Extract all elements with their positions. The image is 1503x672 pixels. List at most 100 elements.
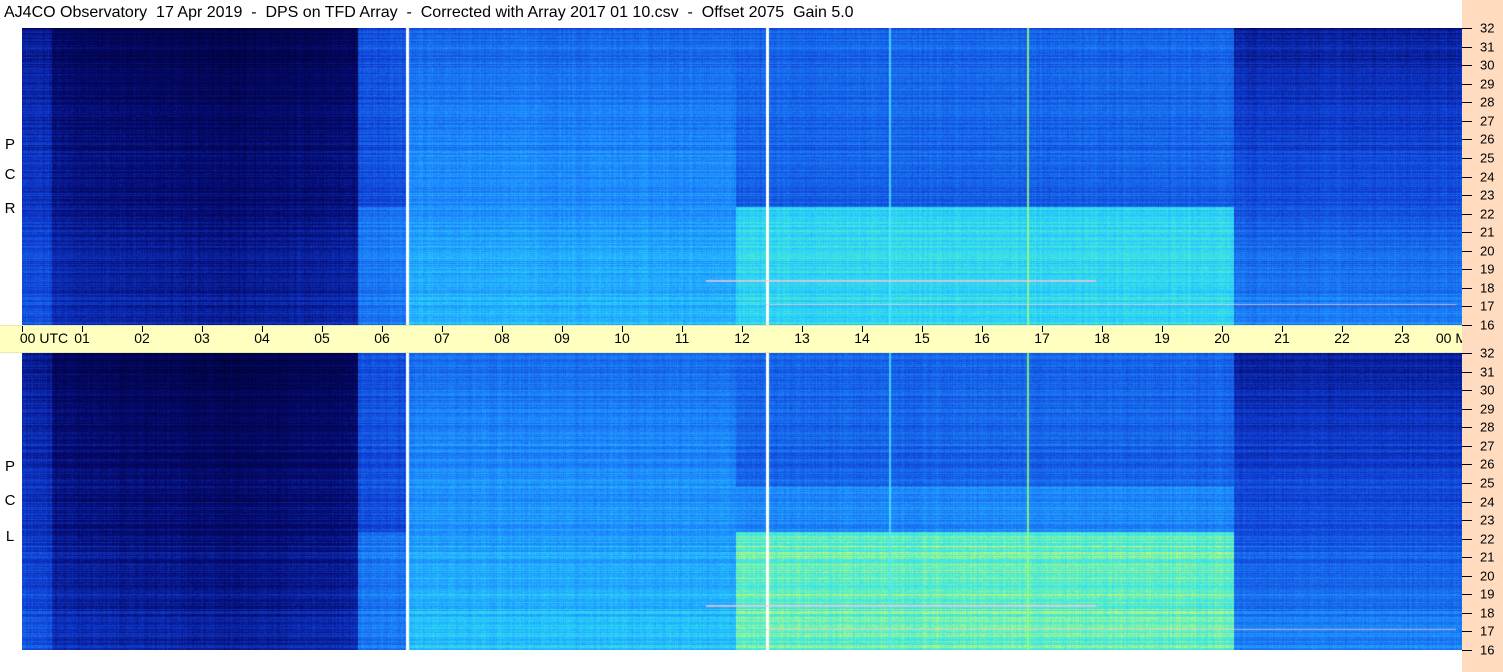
lcp-letter-l: L [5,528,15,545]
freq-tick-label: 28 [1480,94,1495,110]
rcp-letter-c: C [4,166,16,183]
freq-tick-label: 32 [1480,345,1495,361]
time-tick-label: 07 [434,330,450,346]
freq-tick-label: 25 [1480,150,1495,166]
freq-tick-mark [1462,408,1472,410]
time-tick-label: 12 [734,330,750,346]
freq-tick-label: 32 [1480,20,1495,36]
spectrogram-rcp [22,28,1462,325]
spectrogram-rcp-canvas [22,28,1462,325]
freq-tick-mark [1462,83,1472,85]
freq-tick-mark [1462,28,1472,29]
time-tick-label: 22 [1334,330,1350,346]
freq-tick-label: 29 [1480,401,1495,417]
freq-tick-mark [1462,557,1472,559]
freq-tick-mark [1462,631,1472,633]
spectrogram-lcp [22,353,1462,650]
window-title: AJ4CO Observatory 17 Apr 2019 - DPS on T… [4,4,854,21]
spectrogram-lcp-canvas [22,353,1462,650]
time-tick-mark [1222,326,1223,332]
freq-tick-label: 22 [1480,206,1495,222]
time-tick-label: 03 [194,330,210,346]
freq-tick-label: 28 [1480,419,1495,435]
freq-tick-mark [1462,520,1472,522]
time-tick-mark [802,326,803,332]
freq-tick-mark [1462,139,1472,141]
time-tick-mark [1282,326,1283,332]
freq-tick-label: 19 [1480,261,1495,277]
freq-tick-label: 20 [1480,568,1495,584]
time-tick-mark [322,326,323,332]
freq-tick-mark [1462,250,1472,252]
freq-tick-mark [1462,325,1472,326]
time-tick-label: 04 [254,330,270,346]
time-tick-label: 08 [494,330,510,346]
freq-tick-label: 23 [1480,512,1495,528]
freq-tick-mark [1462,176,1472,178]
time-tick-mark [982,326,983,332]
freq-tick-label: 24 [1480,494,1495,509]
freq-tick-mark [1462,102,1472,104]
freq-tick-label: 18 [1480,605,1495,621]
time-tick-mark [1102,326,1103,332]
freq-tick-label: 31 [1480,364,1495,380]
freq-tick-label: 16 [1480,642,1495,658]
freq-tick-label: 26 [1480,456,1495,472]
freq-tick-mark [1462,371,1472,373]
lcp-letter-p: P [4,458,15,475]
freq-tick-mark [1462,464,1472,466]
time-axis: 00 UTC 01 02 03 04 05 06 07 08 09 10 11 12 13 14 15 16 17… [0,325,1484,353]
freq-tick-mark [1462,650,1472,651]
freq-tick-label: 27 [1480,438,1495,454]
freq-tick-label: 16 [1480,317,1495,333]
time-tick-label: 13 [794,330,810,346]
time-tick-mark [682,326,683,332]
freq-tick-mark [1462,427,1472,429]
freq-tick-mark [1462,594,1472,596]
time-tick-mark [1162,326,1163,332]
time-tick-mark [502,326,503,332]
time-tick-label: 23 [1394,330,1410,346]
rcp-letter-r-top: P [4,136,15,153]
freq-tick-mark [1462,157,1472,159]
time-tick-mark [742,326,743,332]
time-tick-mark [622,326,623,332]
freq-tick-mark [1462,482,1472,484]
frequency-axis: 32 31 30 29 28 27 26 25 24 23 22 21 20 19 18 17 16 32 31 30… [1462,0,1503,672]
time-tick-label: 19 [1154,330,1170,346]
time-tick-mark [1042,326,1043,332]
freq-tick-mark [1462,445,1472,447]
freq-tick-mark [1462,120,1472,122]
time-tick-mark [922,326,923,332]
freq-tick-label: 20 [1480,243,1495,259]
time-tick-mark [82,326,83,332]
freq-tick-label: 19 [1480,586,1495,602]
time-tick-label: 15 [914,330,930,346]
freq-tick-mark [1462,195,1472,197]
time-tick-label: 10 [614,330,630,346]
time-tick-mark [862,326,863,332]
freq-tick-label: 18 [1480,280,1495,296]
freq-tick-mark [1462,269,1472,271]
freq-tick-mark [1462,353,1472,354]
freq-tick-mark [1462,306,1472,308]
time-tick-mark [442,326,443,332]
time-tick-label: 18 [1094,330,1110,346]
time-tick-label: 11 [674,330,690,346]
time-tick-label: 05 [314,330,330,346]
freq-tick-label: 27 [1480,113,1495,129]
time-tick-label: 02 [134,330,150,346]
freq-tick-label: 30 [1480,57,1495,73]
freq-tick-mark [1462,46,1472,48]
time-tick-label: 16 [974,330,990,346]
freq-tick-label: 24 [1480,169,1495,184]
time-tick-mark [142,326,143,332]
freq-tick-mark [1462,65,1472,67]
time-tick-mark [1342,326,1343,332]
time-tick-label: 14 [854,330,870,346]
time-tick-label: 06 [374,330,390,346]
freq-tick-mark [1462,501,1472,503]
freq-tick-label: 25 [1480,475,1495,491]
freq-tick-label: 30 [1480,382,1495,398]
freq-tick-label: 31 [1480,39,1495,55]
